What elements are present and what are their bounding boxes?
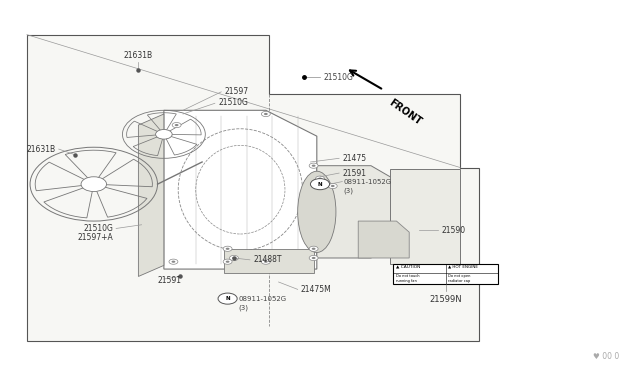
Circle shape [226, 260, 230, 263]
Polygon shape [164, 110, 317, 269]
Polygon shape [396, 169, 415, 254]
Circle shape [230, 256, 239, 260]
Circle shape [261, 112, 270, 116]
Text: 21510G: 21510G [218, 99, 248, 108]
Circle shape [172, 122, 181, 128]
Text: 21510G: 21510G [83, 224, 113, 233]
Circle shape [218, 293, 237, 304]
Polygon shape [225, 249, 314, 273]
Circle shape [312, 164, 316, 167]
Polygon shape [317, 166, 409, 258]
Text: N: N [317, 182, 323, 187]
Text: ▲ CAUTION: ▲ CAUTION [396, 264, 420, 269]
Circle shape [312, 257, 316, 259]
Text: 21475M: 21475M [301, 285, 332, 294]
Polygon shape [390, 169, 460, 263]
Text: 21631B: 21631B [124, 51, 153, 61]
Text: 08911-1052G: 08911-1052G [344, 179, 392, 185]
Text: (3): (3) [344, 187, 353, 194]
Text: 21590: 21590 [441, 226, 465, 235]
Circle shape [223, 259, 232, 264]
Ellipse shape [298, 171, 336, 253]
Circle shape [328, 183, 337, 189]
Circle shape [309, 163, 318, 168]
Circle shape [316, 176, 324, 181]
Polygon shape [27, 35, 479, 341]
FancyBboxPatch shape [394, 263, 499, 284]
Circle shape [261, 259, 270, 264]
Polygon shape [358, 221, 409, 258]
Text: (3): (3) [239, 305, 248, 311]
Text: 21591: 21591 [342, 169, 366, 177]
Text: ♥ 00 0: ♥ 00 0 [593, 352, 620, 361]
Text: 21591: 21591 [157, 276, 182, 285]
Circle shape [264, 260, 268, 263]
Circle shape [331, 185, 335, 187]
Circle shape [175, 124, 179, 126]
Circle shape [312, 248, 316, 250]
Polygon shape [138, 114, 164, 276]
Text: 21597+A: 21597+A [77, 233, 113, 242]
Text: N: N [225, 296, 230, 301]
Circle shape [309, 246, 318, 251]
Circle shape [226, 248, 230, 250]
Text: 21597: 21597 [225, 87, 248, 96]
Circle shape [310, 179, 330, 190]
Circle shape [172, 260, 175, 263]
Circle shape [223, 246, 232, 251]
Text: 21599N: 21599N [430, 295, 463, 304]
Circle shape [264, 113, 268, 115]
Text: 21631B: 21631B [26, 145, 56, 154]
Circle shape [232, 257, 236, 259]
Circle shape [81, 177, 106, 192]
Circle shape [156, 129, 172, 139]
Text: ▲ HOT ENGINE: ▲ HOT ENGINE [449, 264, 479, 269]
Circle shape [309, 256, 318, 260]
Text: 21475: 21475 [342, 154, 367, 163]
Circle shape [169, 259, 178, 264]
Text: 21488T: 21488T [253, 255, 282, 264]
Text: FRONT: FRONT [387, 97, 423, 127]
Text: 08911-1052G: 08911-1052G [239, 296, 287, 302]
Text: Do not touch
running fan: Do not touch running fan [396, 274, 419, 283]
Text: Do not open
radiator cap: Do not open radiator cap [449, 274, 471, 283]
Text: 21510G: 21510G [323, 73, 353, 81]
Circle shape [318, 177, 322, 180]
